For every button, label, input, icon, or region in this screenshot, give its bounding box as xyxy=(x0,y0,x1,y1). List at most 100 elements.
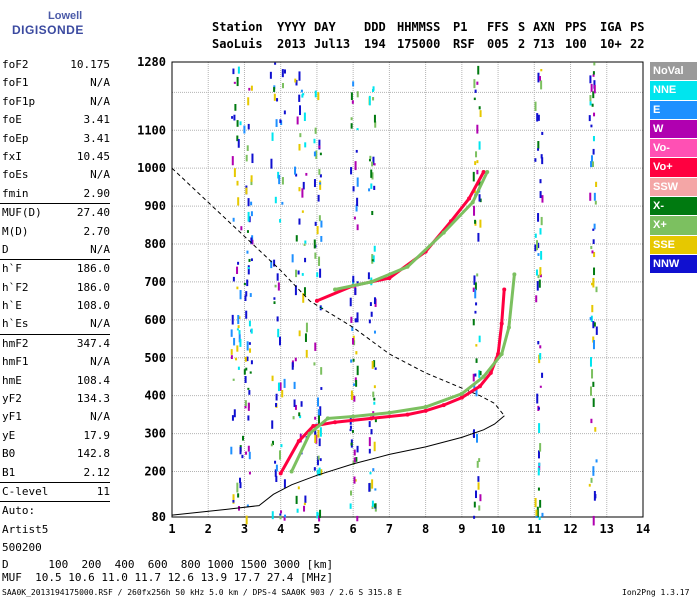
echo-dot xyxy=(592,161,595,167)
param-value: 347.4 xyxy=(76,336,110,350)
trace-point xyxy=(467,196,472,201)
echo-dot xyxy=(589,386,592,396)
echo-dot xyxy=(301,273,304,276)
echo-dot xyxy=(238,316,241,320)
param-row: D N/A xyxy=(0,241,170,259)
echo-dot xyxy=(297,486,300,490)
echo-dot xyxy=(479,494,482,502)
echo-dot xyxy=(353,457,356,463)
echo-dot xyxy=(232,68,235,75)
echo-dot xyxy=(313,362,316,366)
param-row: Auto: xyxy=(0,502,170,520)
echo-dot xyxy=(302,181,305,190)
echo-dot xyxy=(536,240,539,251)
echo-dot xyxy=(246,230,249,233)
echo-dot xyxy=(245,515,248,525)
param-value: 10.175 xyxy=(70,58,110,71)
echo-dot xyxy=(349,425,352,429)
echo-dot xyxy=(472,430,475,437)
echo-dot xyxy=(589,75,592,84)
header-value: 005 xyxy=(487,37,509,51)
echo-dot xyxy=(236,266,239,274)
param-name: foEs xyxy=(2,168,29,182)
echo-dot xyxy=(317,194,320,202)
echo-dot xyxy=(537,467,540,476)
param-separator xyxy=(0,481,110,483)
echo-dot xyxy=(248,87,251,91)
echo-dot xyxy=(318,515,321,522)
x-tick-label: 6 xyxy=(350,522,357,536)
trace-point xyxy=(499,321,504,326)
echo-dot xyxy=(591,103,594,107)
echo-dot xyxy=(537,450,540,459)
y-tick-label: 1000 xyxy=(137,161,166,175)
param-row: B1 2.12 xyxy=(0,464,170,482)
echo-dot xyxy=(370,429,373,435)
echo-dot xyxy=(592,336,595,343)
echo-dot xyxy=(368,421,371,428)
echo-dot xyxy=(473,515,476,519)
echo-dot xyxy=(318,438,321,447)
echo-dot xyxy=(245,154,248,162)
param-row: C-level 11 xyxy=(0,483,170,501)
echo-dot xyxy=(593,251,596,258)
echo-dot xyxy=(355,380,358,387)
param-value: N/A xyxy=(90,168,110,182)
echo-dot xyxy=(314,221,317,226)
echo-dot xyxy=(237,314,240,325)
trace-point xyxy=(307,431,312,436)
echo-dot xyxy=(233,81,236,84)
echo-dot xyxy=(349,428,352,432)
echo-dot xyxy=(353,383,356,386)
echo-dot xyxy=(232,378,235,381)
param-name: M(D) xyxy=(2,224,29,238)
echo-dot xyxy=(281,69,284,78)
echo-dot xyxy=(236,345,239,352)
legend-entry: SSW xyxy=(650,177,697,197)
echo-dot xyxy=(539,76,542,81)
echo-dot xyxy=(473,382,476,392)
echo-dot xyxy=(355,204,358,212)
param-row: M(D) 2.70 xyxy=(0,223,170,241)
header-value: 100 xyxy=(565,37,587,51)
echo-dot xyxy=(539,353,542,360)
echo-dot xyxy=(304,240,307,244)
echo-dot xyxy=(273,259,276,267)
param-value: 2.90 xyxy=(83,186,111,200)
echo-dot xyxy=(355,351,358,355)
echo-dot xyxy=(595,459,598,463)
echo-dot xyxy=(593,322,596,327)
echo-dot xyxy=(297,270,300,275)
echo-dot xyxy=(369,302,372,306)
x-tick-label: 1 xyxy=(168,522,175,536)
echo-dot xyxy=(275,475,278,483)
param-value: 142.8 xyxy=(76,447,110,461)
param-name: B0 xyxy=(2,447,16,461)
echo-dot xyxy=(247,265,250,275)
param-name: yF2 xyxy=(2,392,22,406)
echo-dot xyxy=(245,310,248,319)
echo-dot xyxy=(540,80,543,90)
echo-dot xyxy=(249,348,252,353)
echo-dot xyxy=(250,211,253,217)
echo-dot xyxy=(245,367,248,371)
echo-dot xyxy=(538,279,541,288)
echo-dot xyxy=(250,237,253,244)
echo-dot xyxy=(319,152,322,156)
echo-dot xyxy=(368,95,371,106)
echo-dot xyxy=(278,450,281,460)
echo-dot xyxy=(248,451,251,460)
echo-dot xyxy=(592,466,595,476)
echo-dot xyxy=(350,92,353,101)
echo-dot xyxy=(242,435,245,441)
echo-dot xyxy=(247,415,250,421)
echo-dot xyxy=(352,358,355,362)
echo-dot xyxy=(371,505,374,510)
echo-dot xyxy=(594,427,597,432)
echo-dot xyxy=(355,149,358,153)
header-label: AXN xyxy=(533,20,555,34)
echo-dot xyxy=(319,174,322,178)
echo-dot xyxy=(475,387,478,397)
echo-dot xyxy=(292,416,295,420)
echo-dot xyxy=(353,476,356,484)
